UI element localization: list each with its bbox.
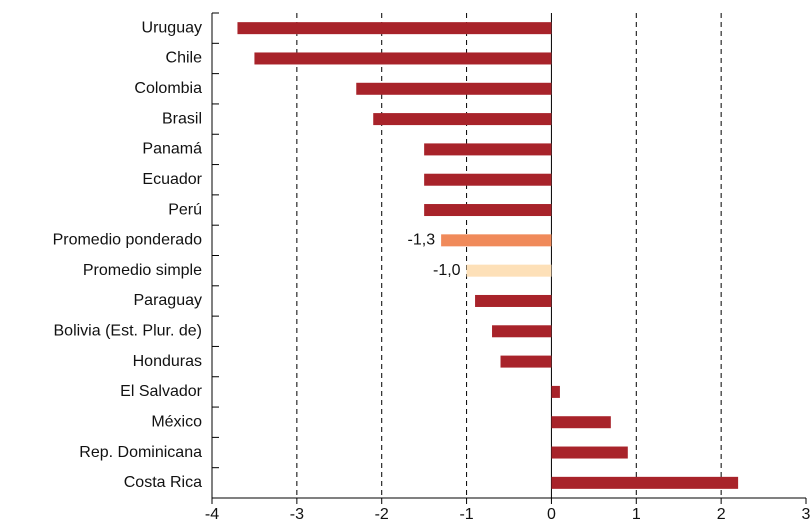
bar — [500, 355, 552, 368]
y-tick-label: Colombia — [134, 80, 202, 97]
bar — [424, 143, 552, 156]
y-tick-label: Bolivia (Est. Plur. de) — [54, 323, 203, 340]
y-tick-label: Promedio simple — [83, 262, 202, 279]
y-tick-label: Perú — [168, 201, 202, 218]
y-tick-label: Uruguay — [142, 19, 202, 36]
x-tick-label: 3 — [802, 506, 811, 523]
x-tick-label: -2 — [375, 506, 389, 523]
value-label: -1,3 — [408, 232, 436, 249]
x-tick-label: 0 — [547, 506, 556, 523]
bar — [254, 52, 552, 65]
y-tick-label: Promedio ponderado — [53, 232, 203, 249]
bar — [356, 82, 552, 95]
x-tick-label: 1 — [632, 506, 641, 523]
y-tick-label: Paraguay — [134, 292, 203, 309]
y-tick-label: Honduras — [133, 353, 202, 370]
y-tick-label: Brasil — [162, 110, 202, 127]
bar — [551, 385, 560, 398]
y-tick-label: El Salvador — [120, 383, 202, 400]
value-label: -1,0 — [433, 262, 461, 279]
y-tick-label: Costa Rica — [124, 474, 202, 491]
bar — [424, 173, 552, 186]
y-tick-label: Panamá — [142, 141, 202, 158]
x-tick-label: -1 — [459, 506, 473, 523]
y-tick-label: Chile — [166, 50, 203, 67]
bar — [551, 446, 628, 459]
x-tick-label: -4 — [205, 506, 219, 523]
bar — [237, 22, 552, 35]
bar — [424, 204, 552, 217]
y-tick-label: México — [151, 413, 202, 430]
y-tick-label: Ecuador — [142, 171, 202, 188]
bar — [475, 294, 552, 307]
y-tick-label: Rep. Dominicana — [79, 444, 202, 461]
bar — [492, 325, 552, 338]
bar — [551, 476, 739, 489]
x-tick-label: 2 — [717, 506, 726, 523]
bar — [466, 264, 552, 277]
bar — [551, 416, 611, 429]
bar — [441, 234, 552, 247]
bar — [373, 113, 552, 126]
x-tick-label: -3 — [290, 506, 304, 523]
